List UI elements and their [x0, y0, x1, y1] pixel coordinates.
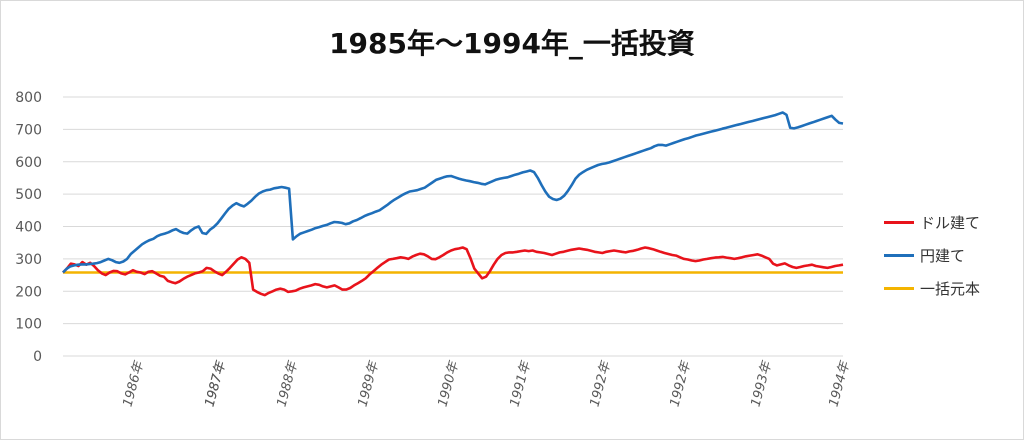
series-line-0 [62, 246, 844, 297]
x-tick-label: 1992年 [587, 358, 614, 408]
series-line-1 [62, 111, 844, 274]
legend-label: 一括元本 [920, 280, 981, 298]
legend-item-1: 円建て [884, 239, 1019, 272]
legend-swatch [884, 221, 914, 224]
legend-item-2: 一括元本 [884, 272, 1019, 305]
legend-label: 円建て [920, 247, 966, 265]
x-tick-label: 1987年 [202, 358, 229, 408]
legend-swatch [884, 287, 914, 290]
y-tick-label: 200 [15, 284, 42, 300]
x-tick-label: 1991年 [507, 358, 534, 408]
x-tick-label: 1986年 [120, 358, 147, 408]
y-tick-label: 400 [15, 220, 42, 236]
y-tick-label: 500 [15, 187, 42, 203]
y-tick-label: 100 [15, 317, 42, 333]
x-tick-label: 1989年 [355, 358, 382, 408]
y-tick-label: 300 [15, 252, 42, 268]
legend-item-0: ドル建て [884, 206, 1019, 239]
chart-title: 1985年～1994年_一括投資 [329, 27, 695, 60]
x-tick-label: 1990年 [435, 358, 462, 408]
y-tick-label: 800 [15, 90, 42, 106]
x-tick-label: 1993年 [748, 358, 775, 408]
y-tick-label: 600 [15, 155, 42, 171]
x-tick-label: 1994年 [826, 358, 853, 408]
legend-label: ドル建て [920, 214, 981, 232]
y-tick-label: 700 [15, 122, 42, 138]
legend: ドル建て円建て一括元本 [884, 206, 1019, 305]
x-tick-label: 1988年 [274, 358, 301, 408]
x-tick-label: 1992年 [667, 358, 694, 408]
y-tick-label: 0 [33, 349, 42, 365]
legend-swatch [884, 254, 914, 257]
